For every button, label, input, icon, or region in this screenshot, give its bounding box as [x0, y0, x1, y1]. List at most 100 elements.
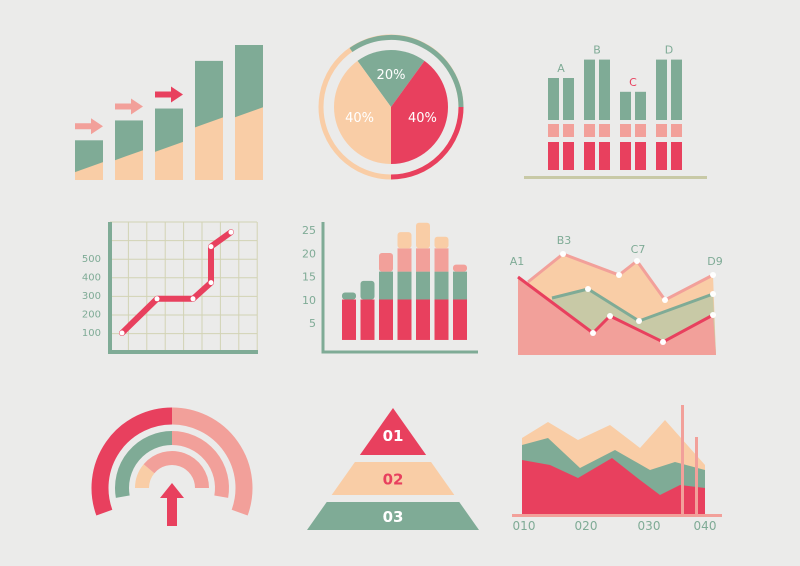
bar-segment: [599, 124, 610, 137]
data-point: [660, 339, 666, 345]
bar-segment: [453, 271, 467, 300]
pyramid-level: [331, 462, 455, 495]
x-tick-label: 040: [694, 519, 717, 533]
bar-segment: [599, 59, 610, 120]
bar-segment: [379, 271, 393, 300]
data-point: [119, 330, 125, 336]
data-point: [636, 318, 642, 324]
y-tick-label: 400: [82, 273, 101, 284]
x-axis: [512, 514, 722, 517]
y-tick-label: 100: [82, 328, 101, 339]
ring-arc: [171, 431, 229, 498]
axes: [321, 222, 478, 354]
bar-segment: [635, 124, 646, 137]
arrow-icon: [115, 98, 143, 115]
bar-segment: [656, 142, 667, 170]
rising-bar-chart: [75, 45, 263, 180]
data-point: [662, 297, 668, 303]
bar-segment: [635, 142, 646, 170]
ring-arc: [91, 407, 173, 516]
bar-segment: [416, 299, 430, 340]
labeled-area-chart: A1 B3 C7 D9: [510, 234, 723, 355]
bar-lower-segment: [75, 162, 103, 180]
data-point: [154, 296, 160, 302]
line-grid-chart: 500 400 300 200 100: [82, 221, 258, 354]
data-point: [590, 330, 596, 336]
bar-segment: [620, 142, 631, 170]
y-tick-label: 300: [82, 291, 101, 302]
bar-segment: [620, 91, 631, 120]
bottom-area-chart: 010 020 030 040: [512, 405, 722, 533]
bar-segment: [379, 299, 393, 340]
bar-segment: [656, 124, 667, 137]
category-label: B: [593, 44, 601, 57]
category-label: D: [665, 44, 673, 57]
half-ring-chart: [91, 407, 253, 526]
y-tick-label: 25: [302, 224, 316, 237]
bar-segment: [453, 299, 467, 340]
y-tick-label: 20: [302, 247, 316, 260]
pyramid-level-label: 02: [383, 471, 404, 489]
bar-segment: [671, 142, 682, 170]
pie-slice-label: 20%: [377, 68, 406, 83]
data-point: [190, 296, 196, 302]
bar-segment: [397, 299, 412, 340]
bar-lower-segment: [115, 150, 143, 180]
bar-segment: [548, 124, 559, 137]
pie-slice: [391, 60, 448, 164]
bar-segment: [434, 248, 449, 272]
y-tick-label: 500: [82, 254, 101, 265]
arrow-up-icon: [160, 483, 184, 526]
data-point: [208, 244, 214, 250]
bar-segment: [563, 142, 574, 170]
bar-segment: [416, 248, 430, 272]
pie-ring-arc: [390, 106, 464, 180]
bar-segment: [416, 222, 430, 249]
data-point: [228, 229, 234, 235]
bar-lower-segment: [195, 117, 223, 180]
y-tick-label: 5: [309, 317, 316, 330]
bar-segment: [548, 78, 559, 120]
bar-segment: [360, 280, 375, 300]
data-point: [585, 286, 591, 292]
data-point: [710, 312, 716, 318]
data-point: [710, 272, 716, 278]
data-point: [616, 272, 622, 278]
bar-segment: [360, 299, 375, 340]
area-series: [522, 458, 705, 515]
category-label: C: [629, 76, 637, 89]
data-point: [560, 251, 566, 257]
bar-segment: [397, 271, 412, 300]
data-point: [710, 291, 716, 297]
bar-segment: [563, 78, 574, 120]
bar-segment: [397, 248, 412, 272]
bar-segment: [599, 142, 610, 170]
bar-segment: [671, 124, 682, 137]
series-label: B3: [557, 234, 572, 247]
bar-segment: [397, 232, 412, 249]
marker-line: [695, 437, 698, 515]
line-series: [551, 287, 714, 323]
ring-arc: [171, 407, 253, 516]
pie-ring-arc: [349, 34, 464, 108]
bar-segment: [563, 124, 574, 137]
series-label: D9: [707, 255, 722, 268]
bar-segment: [635, 91, 646, 120]
pyramid-chart: 01 02 03: [307, 408, 479, 530]
line-series: [527, 252, 714, 302]
pie-slice-label: 40%: [345, 111, 374, 126]
y-tick-label: 10: [302, 294, 316, 307]
pyramid-level-label: 03: [383, 508, 404, 526]
line-series: [119, 229, 234, 336]
ring-arc: [135, 464, 155, 489]
stacked-bar-chart: 25 20 15 10 5: [302, 222, 478, 354]
axes: [108, 222, 258, 354]
x-tick-label: 020: [575, 519, 598, 533]
x-tick-label: 030: [638, 519, 661, 533]
pyramid-level-label: 01: [383, 427, 404, 445]
bar-segment: [620, 124, 631, 137]
bar-segment: [453, 264, 467, 272]
pie-slice: [334, 60, 391, 164]
pie-slice: [357, 50, 425, 107]
